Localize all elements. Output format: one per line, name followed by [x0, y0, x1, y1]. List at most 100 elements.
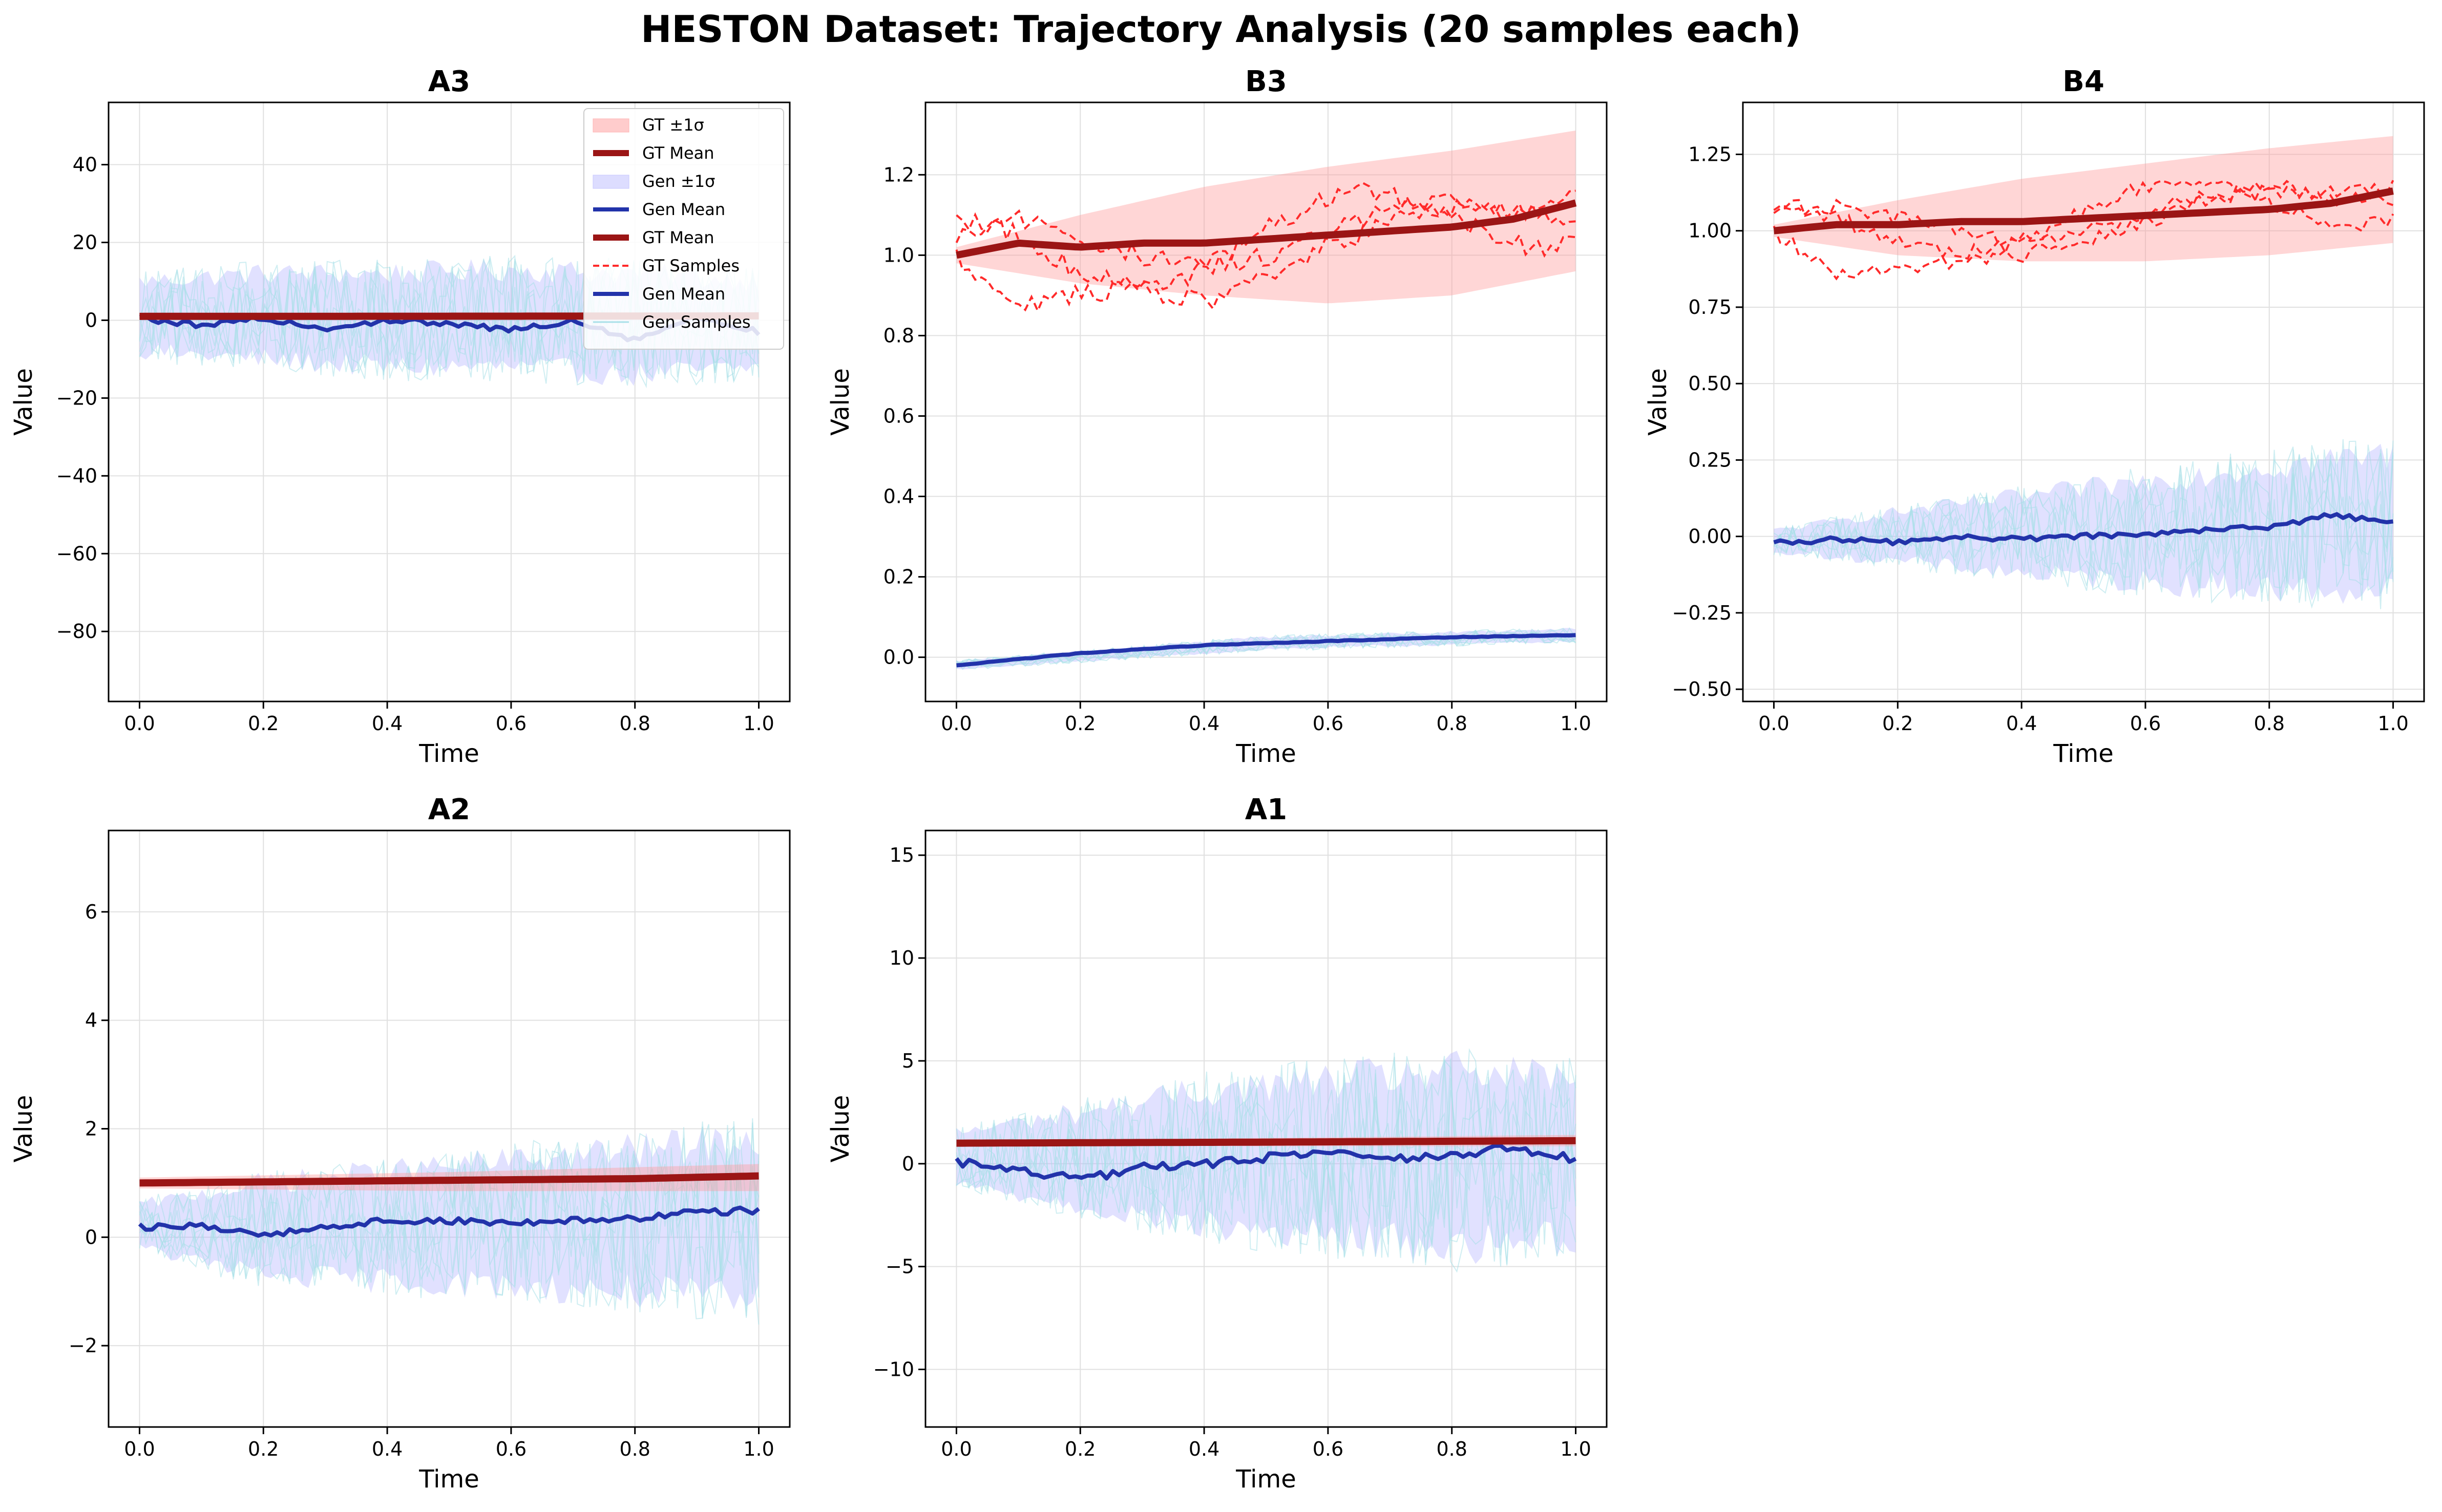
x-tick-label: 0.8: [1437, 712, 1467, 735]
x-tick-label: 0.2: [1065, 712, 1096, 735]
y-tick-label: 1.2: [883, 163, 914, 186]
y-tick-label: 20: [73, 231, 97, 254]
y-tick-label: −60: [56, 542, 97, 565]
x-tick-label: 1.0: [743, 712, 774, 735]
x-tick-label: 0.4: [1189, 1438, 1219, 1460]
legend-box: [583, 108, 784, 350]
gen-mean-line: [955, 1143, 1577, 1181]
y-tick-label: 0.6: [883, 404, 914, 427]
y-axis-label: Value: [9, 1095, 38, 1163]
y-tick-label: −40: [56, 464, 97, 487]
legend-label: GT Mean: [642, 143, 714, 163]
y-tick-label: 0.2: [883, 566, 914, 588]
y-tick-label: 0.0: [883, 646, 914, 669]
y-tick-label: 1.00: [1688, 220, 1732, 242]
x-axis-label: Time: [418, 739, 479, 768]
figure-title: HESTON Dataset: Trajectory Analysis (20 …: [641, 8, 1801, 51]
gen-mean-line: [956, 633, 1576, 668]
y-axis-label: Value: [826, 368, 855, 436]
gen-sample-line: [956, 1052, 1576, 1266]
axes-frame: [108, 101, 791, 702]
axes-frame: [924, 101, 1608, 702]
y-tick-label: 40: [73, 154, 97, 176]
gt-sample-line: [955, 189, 1576, 313]
gt-std-band: [1774, 136, 2393, 262]
x-tick-label: 1.0: [1560, 712, 1591, 735]
x-tick-label: 0.6: [2130, 712, 2161, 735]
gen-sample-line: [139, 1138, 760, 1319]
legend-label: Gen Samples: [642, 312, 751, 332]
x-tick-label: 0.6: [1313, 712, 1343, 735]
y-tick-label: 1.25: [1688, 143, 1732, 165]
x-tick-label: 0.6: [496, 712, 527, 735]
subplot-title: B4: [2062, 65, 2104, 98]
gen-sample-line: [139, 1122, 760, 1316]
y-tick-label: 0.75: [1688, 296, 1732, 318]
y-tick-label: −2: [69, 1334, 97, 1357]
x-tick-label: 0.6: [496, 1438, 527, 1460]
y-tick-label: 1.0: [883, 244, 914, 266]
subplot-a2: 0.0 0.2 0.4 0.6 0.8 1.0 −2 0 2 4 6 A2 Time Value: [9, 793, 791, 1494]
subplot-title: A2: [428, 793, 470, 826]
x-tick-label: 0.8: [620, 1438, 650, 1460]
series-layer: [1773, 136, 2394, 609]
y-tick-label: −0.50: [1672, 678, 1732, 700]
y-tick-label: 0.8: [883, 324, 914, 347]
legend-label: Gen Mean: [642, 200, 725, 219]
gen-mean-line: [1773, 512, 2393, 546]
x-axis-label: Time: [1235, 739, 1296, 768]
y-tick-label: 5: [902, 1050, 914, 1072]
y-tick-label: 0.50: [1688, 372, 1732, 395]
gt-std-band: [956, 131, 1576, 304]
gen-sample-line: [956, 1056, 1576, 1262]
legend-label: GT Samples: [642, 256, 740, 275]
x-tick-label: 1.0: [1560, 1438, 1591, 1460]
x-tick-label: 0.8: [2254, 712, 2285, 735]
x-tick-label: 0.4: [372, 1438, 403, 1460]
gen-sample-line: [139, 1127, 760, 1319]
x-tick-label: 0.6: [1313, 1438, 1343, 1460]
gt-mean-line: [956, 1137, 1576, 1147]
y-tick-label: 0.25: [1688, 449, 1732, 471]
y-axis-label: Value: [9, 368, 38, 436]
y-tick-label: 4: [85, 1009, 97, 1032]
gen-mean-line: [138, 1205, 760, 1238]
x-tick-label: 0.0: [124, 712, 155, 735]
gt-mean-line: [956, 199, 1577, 259]
x-tick-label: 0.0: [941, 712, 972, 735]
legend-label: GT ±1σ: [642, 115, 704, 135]
legend-label: Gen Mean: [642, 284, 725, 304]
subplot-b4: 0.0 0.2 0.4 0.6 0.8 1.0 −0.50 −0.25 0.00 0.25 0.50…: [1644, 65, 2425, 768]
x-axis-label: Time: [418, 1465, 479, 1494]
subplot-a1: 0.0 0.2 0.4 0.6 0.8 1.0 −10 −5 0 5 10 15 A1 Time Value: [826, 793, 1608, 1494]
x-tick-label: 0.4: [2006, 712, 2037, 735]
axes-frame: [924, 829, 1608, 1428]
y-tick-label: 0.00: [1688, 525, 1732, 548]
y-tick-label: 2: [85, 1118, 97, 1140]
x-tick-label: 0.0: [1758, 712, 1789, 735]
axes-frame: [1742, 101, 2425, 702]
legend: GT ±1σ GT Mean Gen ±1σ Gen Mean GT Mean GT Sa…: [583, 108, 784, 350]
subplot-title: A1: [1245, 793, 1287, 826]
gt-mean-line: [139, 1172, 759, 1187]
gen-sample-line: [956, 1060, 1576, 1265]
subplot-title: A3: [428, 65, 470, 98]
y-tick-label: 0: [85, 309, 97, 331]
x-tick-label: 0.2: [248, 1438, 279, 1460]
x-tick-label: 1.0: [2377, 712, 2408, 735]
series-layer: [955, 131, 1577, 670]
y-tick-label: −10: [873, 1358, 914, 1381]
gen-sample-line: [1773, 440, 2394, 604]
x-tick-label: 0.0: [124, 1438, 155, 1460]
gt-mean-line: [1773, 187, 2394, 235]
plot-area: [925, 102, 1607, 701]
subplot-title: B3: [1245, 65, 1287, 98]
x-tick-label: 0.4: [1189, 712, 1219, 735]
x-tick-label: 0.2: [248, 712, 279, 735]
gen-sample-line: [956, 1069, 1576, 1264]
x-tick-label: 0.4: [372, 712, 403, 735]
legend-label: Gen ±1σ: [642, 172, 715, 191]
x-tick-label: 0.2: [1882, 712, 1913, 735]
y-tick-label: 15: [890, 844, 914, 866]
gen-sample-line: [139, 1125, 760, 1325]
